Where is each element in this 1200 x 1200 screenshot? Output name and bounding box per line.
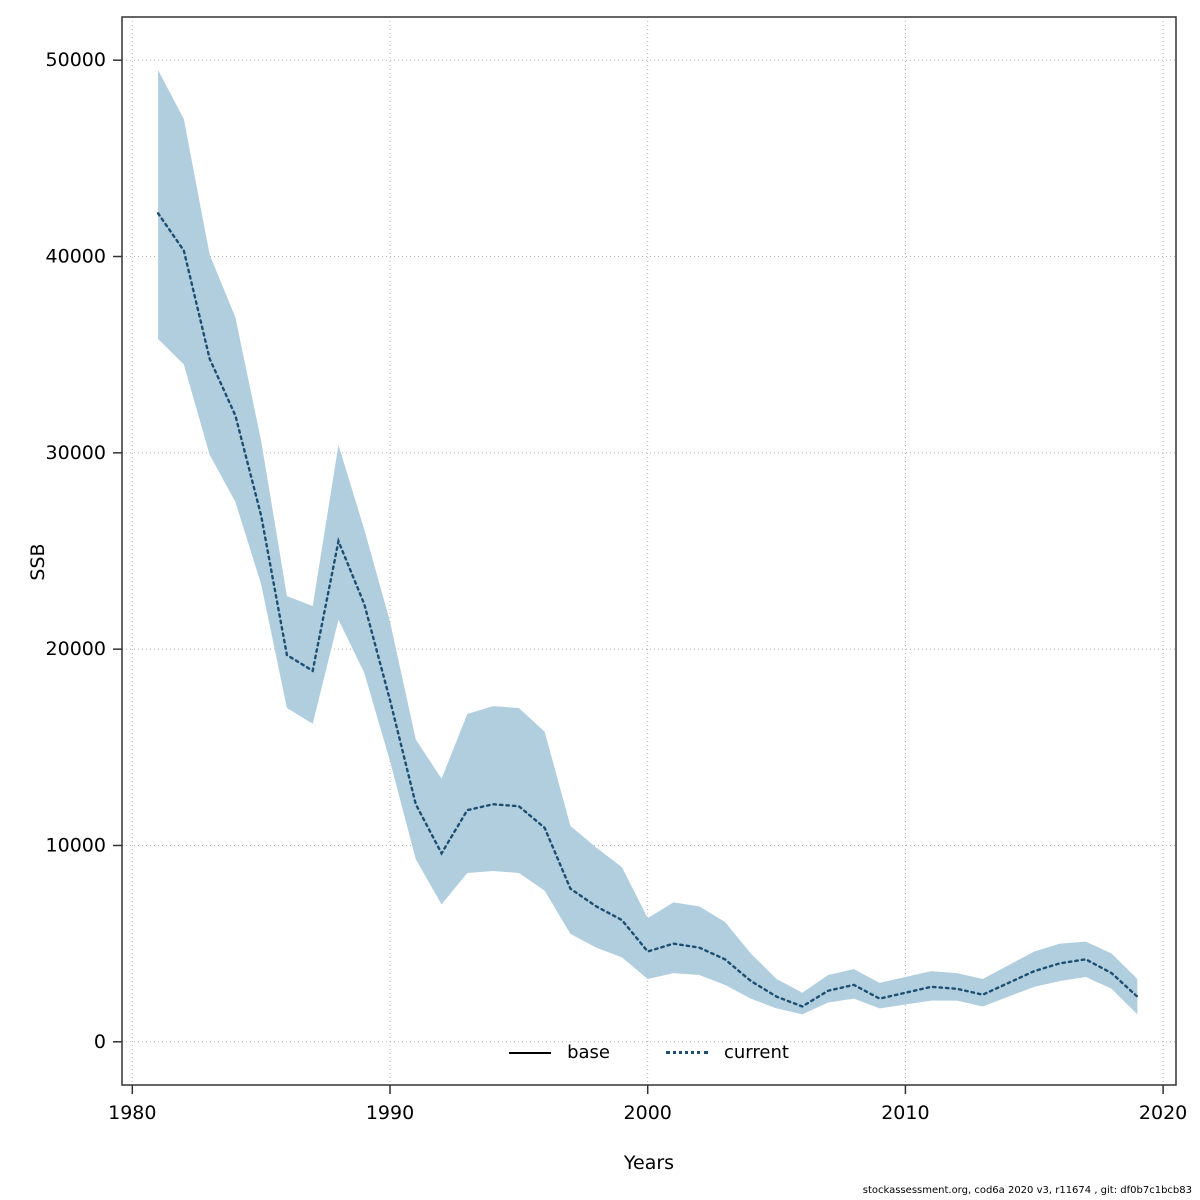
series-line-current xyxy=(156,212,1139,1008)
y-axis-label: SSB xyxy=(27,543,49,581)
x-tick-label: 2010 xyxy=(881,1102,929,1124)
base-line-sample xyxy=(509,1051,552,1054)
legend-item-current: current xyxy=(665,1042,789,1063)
x-tick-label: 2020 xyxy=(1139,1102,1187,1124)
legend-label-base: base xyxy=(567,1042,610,1063)
y-tick-label: 10000 xyxy=(46,834,106,856)
y-tick-label: 0 xyxy=(94,1031,106,1053)
x-axis-label: Years xyxy=(623,1152,675,1174)
legend-label-current: current xyxy=(723,1042,789,1063)
y-tick-label: 20000 xyxy=(46,638,106,660)
confidence-band xyxy=(158,70,1138,1015)
legend-item-base: base xyxy=(509,1042,610,1063)
x-tick-label: 1980 xyxy=(108,1102,156,1124)
legend: base current xyxy=(122,1042,1176,1063)
y-tick-label: 40000 xyxy=(46,246,106,268)
footer-credit: stockassessment.org, cod6a 2020 v3, r116… xyxy=(862,1185,1192,1196)
y-tick-label: 50000 xyxy=(46,49,106,71)
x-tick-label: 1990 xyxy=(366,1102,414,1124)
x-tick-label: 2000 xyxy=(624,1102,672,1124)
current-line-sample xyxy=(665,1051,708,1054)
y-tick-label: 30000 xyxy=(46,442,106,464)
plot-border xyxy=(121,16,1177,1086)
